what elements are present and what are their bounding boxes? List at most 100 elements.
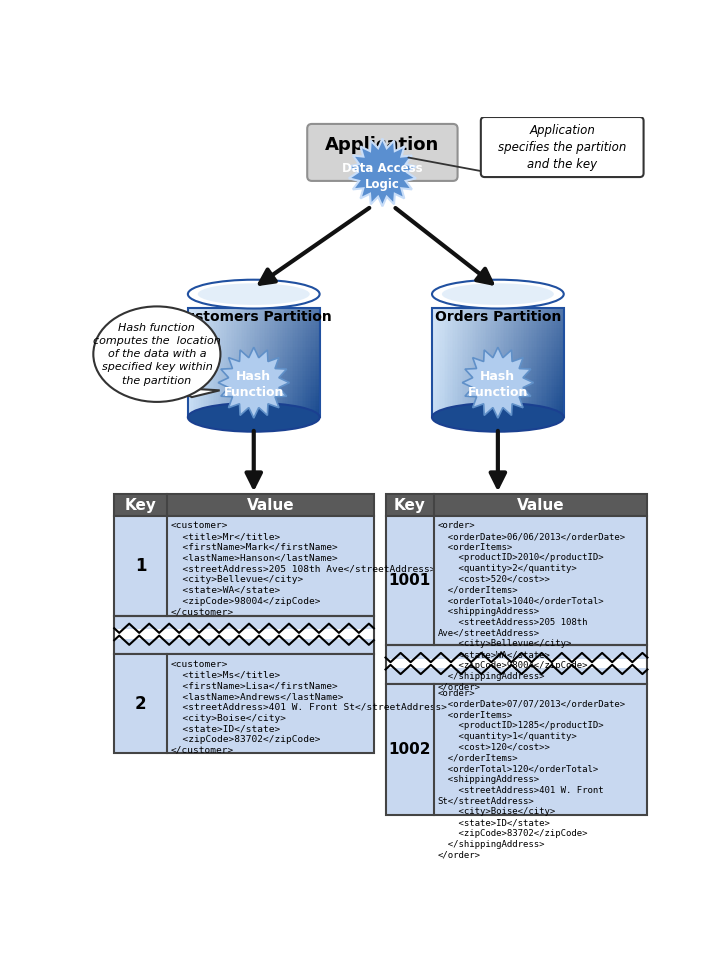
Bar xyxy=(287,308,289,417)
Bar xyxy=(432,398,563,401)
Bar xyxy=(386,683,647,815)
Bar xyxy=(275,308,277,417)
Bar xyxy=(188,320,320,322)
Bar xyxy=(473,308,475,417)
Bar xyxy=(188,349,320,352)
Bar xyxy=(188,311,320,314)
Bar xyxy=(290,308,292,417)
Bar xyxy=(528,308,529,417)
Bar xyxy=(460,308,462,417)
Bar xyxy=(468,308,470,417)
Bar xyxy=(221,308,223,417)
Ellipse shape xyxy=(93,306,221,402)
Text: Hash function
computes the  location
of the data with a
specified key within
the: Hash function computes the location of t… xyxy=(93,323,221,385)
Bar xyxy=(555,308,558,417)
Bar xyxy=(232,308,234,417)
Bar xyxy=(549,308,551,417)
Bar xyxy=(537,308,539,417)
Bar xyxy=(223,308,224,417)
Text: 1002: 1002 xyxy=(388,742,431,757)
Bar xyxy=(188,396,320,398)
Bar xyxy=(272,308,274,417)
Bar xyxy=(188,371,320,373)
Bar xyxy=(432,371,563,373)
Bar xyxy=(250,308,253,417)
Bar xyxy=(432,349,563,352)
Bar xyxy=(544,308,546,417)
Bar xyxy=(188,338,320,341)
Bar xyxy=(188,387,320,390)
Bar xyxy=(114,494,374,516)
Bar xyxy=(521,308,523,417)
Bar xyxy=(188,366,320,369)
Bar xyxy=(557,308,559,417)
Bar xyxy=(518,308,520,417)
Bar xyxy=(219,308,221,417)
Bar xyxy=(432,331,563,333)
Bar xyxy=(236,308,237,417)
Bar xyxy=(432,341,563,344)
Bar xyxy=(301,308,304,417)
Bar xyxy=(207,308,210,417)
Bar xyxy=(536,308,538,417)
Bar xyxy=(288,308,290,417)
Bar xyxy=(432,363,563,366)
Bar xyxy=(308,308,310,417)
Bar xyxy=(432,355,563,358)
Bar xyxy=(432,344,563,346)
Bar xyxy=(463,308,465,417)
Text: Value: Value xyxy=(247,497,294,513)
Bar xyxy=(519,308,521,417)
Bar xyxy=(191,308,193,417)
Bar xyxy=(242,308,245,417)
Bar xyxy=(506,308,508,417)
Bar xyxy=(447,308,449,417)
Bar xyxy=(462,308,464,417)
Bar xyxy=(386,516,647,645)
Bar xyxy=(188,407,320,410)
Bar xyxy=(188,328,320,331)
Bar xyxy=(432,314,563,317)
Bar xyxy=(313,308,315,417)
Bar xyxy=(188,346,320,349)
Bar xyxy=(432,325,563,328)
Text: Hash
Function: Hash Function xyxy=(223,370,284,400)
Ellipse shape xyxy=(432,403,563,432)
Bar xyxy=(432,360,563,363)
Bar xyxy=(510,308,512,417)
Bar xyxy=(467,308,469,417)
Bar xyxy=(114,630,374,639)
Bar xyxy=(188,373,320,376)
Bar xyxy=(539,308,541,417)
Bar xyxy=(261,308,262,417)
FancyBboxPatch shape xyxy=(480,117,644,177)
Bar xyxy=(432,335,563,338)
Text: Key: Key xyxy=(394,497,425,513)
Bar xyxy=(442,308,444,417)
Bar xyxy=(432,369,563,371)
Bar xyxy=(432,346,563,349)
Bar xyxy=(496,308,498,417)
Bar xyxy=(553,308,554,417)
Bar xyxy=(292,308,293,417)
Bar xyxy=(254,308,256,417)
Bar xyxy=(386,494,647,516)
Text: Orders Partition: Orders Partition xyxy=(435,310,561,325)
Bar xyxy=(256,308,258,417)
Bar xyxy=(432,338,563,341)
Bar xyxy=(541,308,543,417)
Bar xyxy=(188,344,320,346)
Bar xyxy=(531,308,533,417)
Bar xyxy=(432,382,563,385)
Bar xyxy=(559,308,561,417)
Bar xyxy=(188,379,320,382)
Bar xyxy=(312,308,314,417)
Bar xyxy=(503,308,505,417)
Bar xyxy=(432,411,563,414)
Bar xyxy=(524,308,526,417)
Bar xyxy=(501,308,503,417)
Bar xyxy=(432,317,563,320)
Bar xyxy=(248,308,249,417)
Bar xyxy=(285,308,287,417)
Bar xyxy=(305,308,306,417)
